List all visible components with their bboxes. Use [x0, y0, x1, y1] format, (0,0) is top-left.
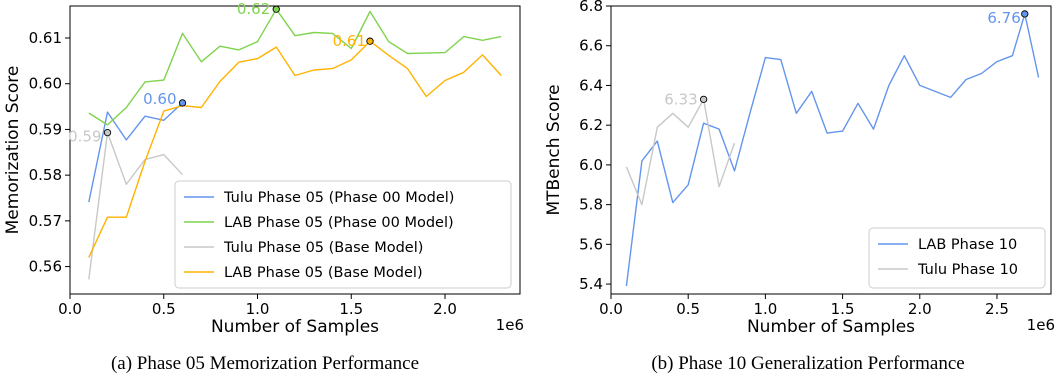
best-value-label: 0.62 [237, 0, 270, 18]
x-tick-label: 0.0 [58, 300, 82, 318]
x-axis-label: Number of Samples [211, 317, 379, 337]
y-tick-label: 0.61 [29, 29, 62, 47]
x-tick-label: 2.0 [908, 300, 932, 318]
x-axis-multiplier: 1e6 [1027, 316, 1055, 334]
y-axis-label: Memorization Score [3, 66, 23, 235]
memorization-chart: 0.0 0.5 1.0 1.5 2.00.560.570.580.590.600.61 … [3, 0, 524, 337]
y-tick-label: 0.60 [29, 75, 62, 93]
legend-label: LAB Phase 10 [918, 237, 1017, 253]
series-line [625, 98, 736, 206]
best-point-marker [699, 95, 708, 104]
plot-frame [69, 5, 521, 295]
best-value-label: 0.59 [68, 128, 101, 146]
x-tick-label: 2.0 [433, 300, 457, 318]
series-line [88, 8, 502, 126]
y-tick-label: 6.4 [579, 76, 603, 94]
y-tick-label: 6.8 [579, 0, 603, 15]
y-tick-label: 5.6 [579, 235, 603, 253]
best-point-marker [272, 5, 280, 13]
caption-left: (a) Phase 05 Memorization Performance [111, 353, 419, 374]
x-tick-label: 1.0 [753, 300, 777, 318]
x-tick-label: 0.0 [599, 300, 623, 318]
best-value-label: 6.33 [664, 90, 697, 108]
x-axis-multiplier: 1e6 [496, 316, 524, 334]
series-line [88, 40, 502, 258]
y-tick-label: 6.6 [579, 37, 603, 55]
x-tick-label: 0.5 [152, 300, 176, 318]
legend-box [174, 180, 512, 289]
y-tick-label: 5.8 [579, 196, 603, 214]
plot-frame [610, 5, 1052, 295]
legend-box [868, 227, 1046, 289]
best-point-marker [366, 37, 374, 45]
x-tick-label: 2.5 [985, 300, 1009, 318]
y-tick-label: 0.59 [29, 120, 62, 138]
y-tick-label: 6.2 [579, 116, 603, 134]
legend: LAB Phase 10 Tulu Phase 10 [868, 227, 1046, 289]
legend-label: Tulu Phase 10 [917, 262, 1018, 278]
series-line [625, 13, 1040, 287]
legend-label: LAB Phase 05 (Phase 00 Model) [224, 215, 454, 231]
y-tick-label: 6.0 [579, 156, 603, 174]
x-tick-label: 0.5 [676, 300, 700, 318]
best-point-marker [103, 128, 112, 137]
best-value-label: 6.76 [987, 9, 1020, 27]
best-value-label: 0.61 [333, 32, 366, 50]
best-value-label: 0.60 [143, 90, 176, 108]
y-tick-label: 0.58 [29, 166, 62, 184]
legend-label: LAB Phase 05 (Base Model) [224, 265, 423, 281]
x-tick-label: 1.5 [339, 300, 363, 318]
best-point-marker [1021, 10, 1029, 18]
y-tick-label: 5.4 [579, 275, 603, 293]
x-tick-label: 1.5 [831, 300, 855, 318]
series-line [88, 131, 184, 280]
best-point-marker [178, 99, 187, 107]
legend: Tulu Phase 05 (Phase 00 Model) LAB Phase … [174, 180, 512, 289]
legend-label: Tulu Phase 05 (Phase 00 Model) [223, 190, 454, 206]
y-tick-label: 0.56 [29, 258, 62, 276]
x-axis-label: Number of Samples [747, 317, 915, 337]
mtbench-chart: 0.0 0.5 1.0 1.5 2.0 2.5 5.4 5.6 5.8 6.0 6.2 6.4 6.6 6… [544, 0, 1055, 337]
caption-right: (b) Phase 10 Generalization Performance [651, 353, 964, 374]
y-tick-label: 0.57 [29, 212, 62, 230]
x-tick-label: 1.0 [246, 300, 270, 318]
series-line [88, 102, 183, 203]
y-axis-label: MTBench Score [544, 84, 564, 215]
legend-label: Tulu Phase 05 (Base Model) [223, 240, 423, 256]
